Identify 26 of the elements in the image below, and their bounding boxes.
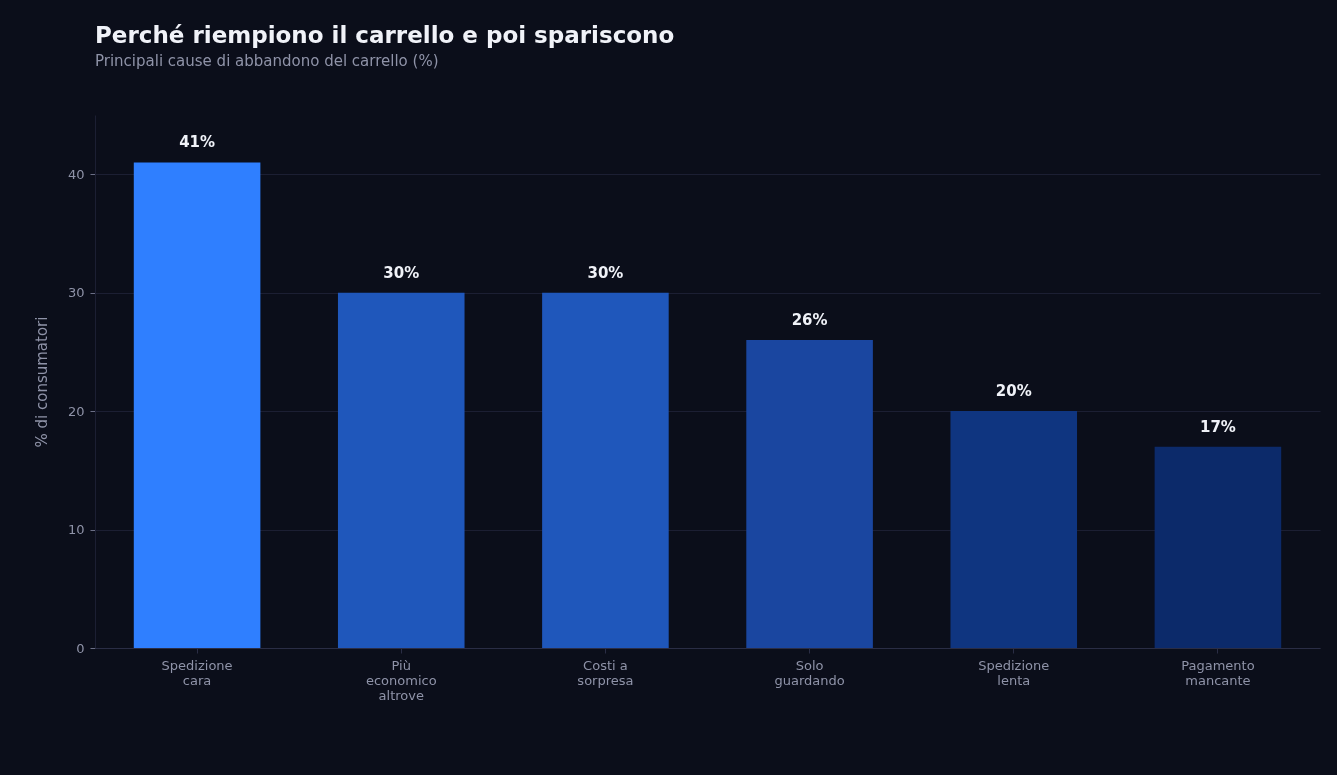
y-tick-label: 20 xyxy=(67,403,85,419)
x-tick-label: Solo guardando xyxy=(774,657,845,688)
y-tick-label: 0 xyxy=(76,640,85,656)
x-tick-label: Spedizione cara xyxy=(161,657,233,688)
data-label: 30% xyxy=(383,263,420,282)
x-tick-label: Più economico altrove xyxy=(365,657,437,703)
y-tick-label: 30 xyxy=(67,285,85,301)
data-label: 41% xyxy=(179,133,216,152)
chart-subtitle: Principali cause di abbandono del carrello (%) xyxy=(95,52,439,70)
y-tick-label: 40 xyxy=(67,166,85,182)
bar xyxy=(133,162,261,648)
x-tick-label: Costi a sorpresa xyxy=(577,657,634,688)
data-label: 30% xyxy=(587,263,624,282)
data-label: 20% xyxy=(995,382,1032,401)
data-label: 26% xyxy=(791,311,828,330)
bar xyxy=(542,292,669,648)
bar xyxy=(950,411,1078,648)
data-label: 17% xyxy=(1199,417,1236,436)
x-tick-label: Pagamento mancante xyxy=(1181,657,1255,688)
bar xyxy=(337,292,465,648)
y-tick-label: 10 xyxy=(67,522,85,538)
y-axis-title: % di consumatori xyxy=(32,316,51,448)
chart-title: Perché riempiono il carrello e poi spariscono xyxy=(95,22,675,48)
bar xyxy=(746,340,873,648)
x-tick-label: Spedizione lenta xyxy=(978,657,1050,688)
bar xyxy=(1154,446,1282,648)
